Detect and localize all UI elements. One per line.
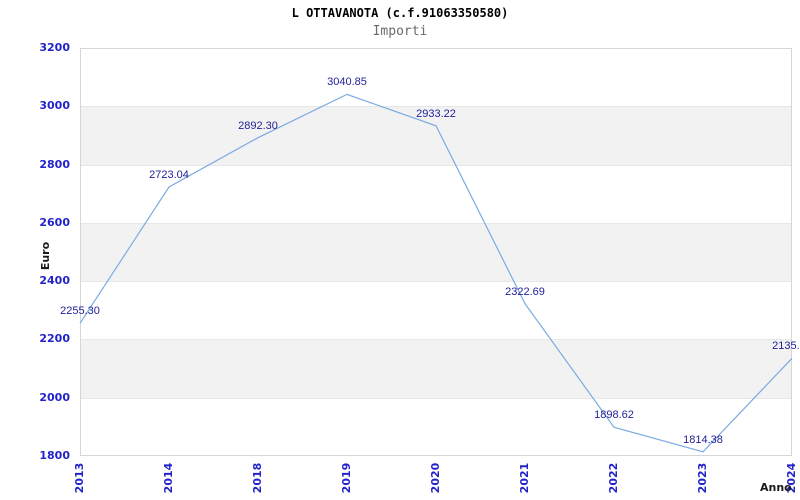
x-tick-label: 2019 <box>340 462 353 494</box>
y-tick-label: 2800 <box>39 157 70 171</box>
point-label: 2135.24 <box>772 340 800 353</box>
chart-title: L OTTAVANOTA (c.f.91063350580) <box>291 6 509 20</box>
point-label: 1814.38 <box>683 433 723 446</box>
point-label: 2892.30 <box>238 119 278 132</box>
x-tick-label: 2014 <box>162 462 175 494</box>
grid-band <box>81 222 791 283</box>
x-tick-label: 2021 <box>518 462 531 494</box>
x-tick-label: 2018 <box>251 462 264 494</box>
grid-band <box>81 339 791 399</box>
y-tick-label: 2400 <box>39 274 70 288</box>
x-tick-label: 2023 <box>696 462 709 494</box>
x-tick-label: 2022 <box>607 462 620 494</box>
point-label: 2723.04 <box>149 168 189 181</box>
point-label: 2322.69 <box>505 285 545 298</box>
x-tick-label: 2013 <box>73 462 86 494</box>
y-tick-label: 3200 <box>39 41 70 54</box>
y-tick-label: 1800 <box>39 449 70 462</box>
y-tick-label: 2200 <box>39 332 70 346</box>
y-tick-label: 2000 <box>39 390 70 404</box>
point-label: 1898.62 <box>594 409 634 422</box>
x-axis-title: Anno <box>760 481 792 494</box>
x-tick-label: 2020 <box>429 462 442 494</box>
chart-subtitle: Importi <box>372 24 428 39</box>
y-tick-label: 3000 <box>39 99 70 113</box>
point-label: 3040.85 <box>327 76 367 89</box>
y-tick-label: 2600 <box>39 215 70 229</box>
point-label: 2933.22 <box>416 107 456 120</box>
point-label: 2255.30 <box>60 305 100 318</box>
y-axis-title: Euro <box>39 241 52 271</box>
